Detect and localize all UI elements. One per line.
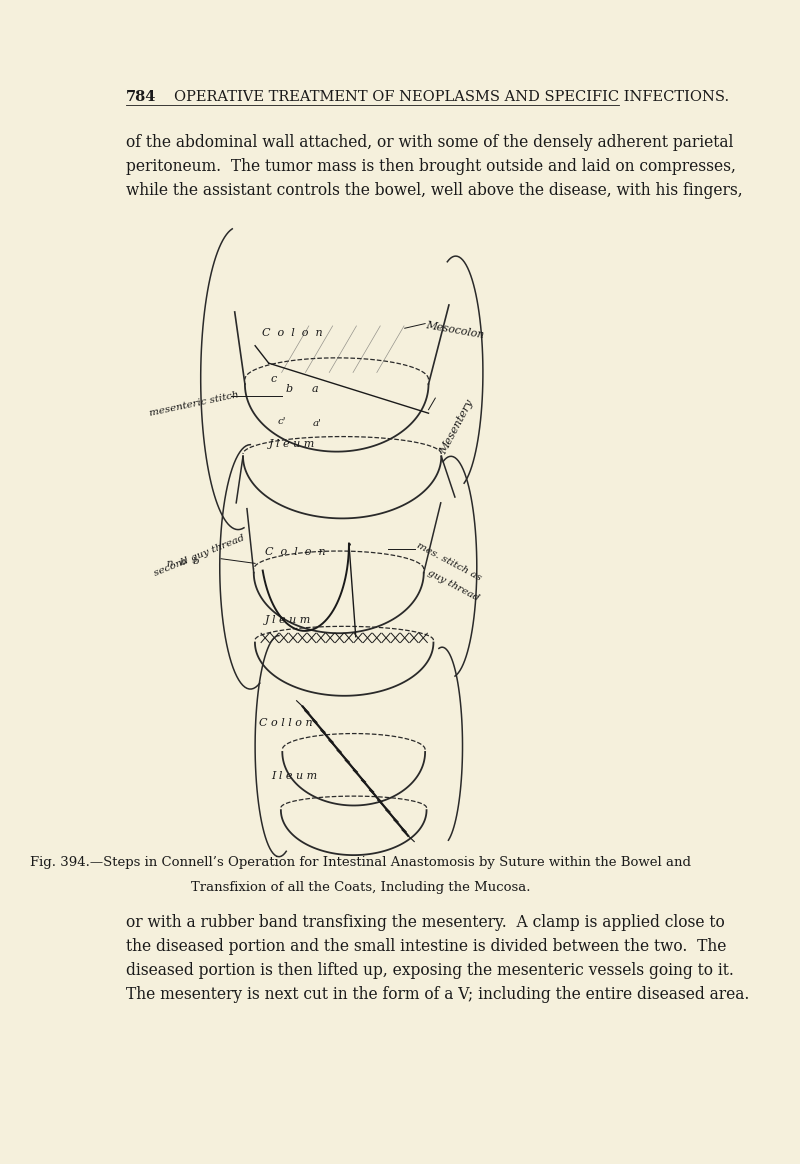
Text: c: c: [270, 374, 277, 384]
Text: of the abdominal wall attached, or with some of the densely adherent parietal
pe: of the abdominal wall attached, or with …: [126, 134, 742, 199]
Text: J l e u m: J l e u m: [266, 615, 311, 625]
Text: Mesentery: Mesentery: [438, 398, 476, 456]
Text: or with a rubber band transfixing the mesentery.  A clamp is applied close to
th: or with a rubber band transfixing the me…: [126, 914, 750, 1003]
Text: mesenteric stitch: mesenteric stitch: [148, 390, 239, 418]
Text: second guy thread: second guy thread: [153, 533, 246, 577]
Text: OPERATIVE TREATMENT OF NEOPLASMS AND SPECIFIC INFECTIONS.: OPERATIVE TREATMENT OF NEOPLASMS AND SPE…: [174, 90, 729, 104]
Text: mes. stitch as: mes. stitch as: [415, 541, 482, 583]
Text: Fig. 394.—Steps in Connell’s Operation for Intestinal Anastomosis by Suture with: Fig. 394.—Steps in Connell’s Operation f…: [30, 856, 691, 868]
Text: 784: 784: [126, 90, 156, 104]
Text: J l e u m: J l e u m: [269, 439, 315, 449]
Text: c': c': [278, 417, 286, 426]
Text: a': a': [313, 419, 322, 428]
Text: guy thread: guy thread: [426, 568, 481, 603]
Text: C o l l o n: C o l l o n: [258, 718, 312, 729]
Text: Transfixion of all the Coats, Including the Mucosa.: Transfixion of all the Coats, Including …: [190, 881, 530, 894]
Text: C  o  l  o  n: C o l o n: [262, 328, 322, 339]
Text: b: b: [286, 384, 293, 395]
Text: Mesocolon: Mesocolon: [425, 320, 486, 340]
Text: a: a: [311, 384, 318, 395]
Text: C  o  l  o  n: C o l o n: [266, 547, 326, 558]
Text: n  b  b: n b b: [166, 556, 200, 568]
Text: I l e u m: I l e u m: [270, 771, 317, 781]
